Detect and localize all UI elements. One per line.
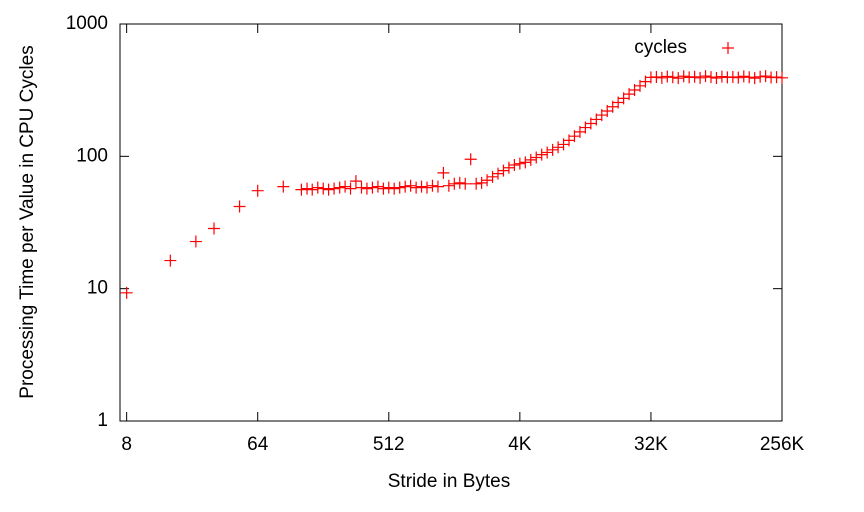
point [672, 72, 685, 85]
point [710, 71, 723, 84]
x-tick-label: 8 [121, 434, 132, 455]
point [421, 181, 434, 194]
point [748, 72, 761, 85]
point [366, 181, 379, 194]
x-tick-label: 64 [247, 434, 269, 455]
x-axis-title: Stride in Bytes [388, 471, 511, 492]
point [743, 71, 756, 84]
point [339, 180, 352, 193]
point [705, 71, 718, 84]
y-tick-label: 1 [97, 410, 108, 431]
point [770, 71, 783, 84]
point [388, 182, 401, 195]
point [189, 235, 202, 248]
point [481, 174, 494, 187]
point [754, 70, 767, 83]
x-tick-label: 256K [760, 434, 805, 455]
point [732, 71, 745, 84]
point [737, 70, 750, 83]
point [502, 161, 515, 174]
point [492, 167, 505, 180]
point [328, 182, 341, 195]
point [382, 181, 395, 194]
point [475, 176, 488, 189]
point [404, 179, 417, 192]
point [661, 70, 674, 83]
point [442, 179, 455, 192]
point [301, 182, 314, 195]
point [530, 151, 543, 164]
point [295, 183, 308, 196]
y-axis-title: Processing Time per Value in CPU Cycles [17, 45, 38, 398]
point [459, 177, 472, 190]
point [453, 176, 466, 189]
point [464, 153, 477, 166]
point [513, 157, 526, 170]
point [655, 71, 668, 84]
point [377, 182, 390, 195]
point [277, 180, 290, 193]
point [437, 166, 450, 179]
point [208, 222, 221, 235]
point [371, 180, 384, 193]
point [426, 179, 439, 192]
point [497, 164, 510, 177]
point [470, 177, 483, 190]
point [650, 70, 663, 83]
point [486, 170, 499, 183]
point [546, 143, 559, 156]
point [448, 177, 461, 190]
y-tick-label: 1000 [66, 13, 108, 34]
point [393, 181, 406, 194]
point [355, 181, 368, 194]
point [688, 70, 701, 83]
point [349, 175, 362, 188]
plot-frame [119, 23, 783, 422]
point [715, 70, 728, 83]
legend-label: cycles [634, 37, 687, 58]
point [699, 70, 712, 83]
point [344, 182, 357, 195]
point [322, 183, 335, 196]
x-tick-label: 32K [634, 434, 668, 455]
point [666, 71, 679, 84]
point [431, 180, 444, 193]
point [251, 184, 264, 197]
point [333, 181, 346, 194]
point [399, 180, 412, 193]
point [552, 141, 565, 154]
point [694, 71, 707, 84]
y-tick-label: 100 [76, 145, 108, 166]
x-tick-label: 512 [373, 434, 405, 455]
point [519, 156, 532, 169]
point [535, 148, 548, 161]
x-tick-label: 4K [508, 434, 532, 455]
point [233, 200, 246, 213]
point [541, 146, 554, 159]
point [415, 180, 428, 193]
point [360, 182, 373, 195]
point [776, 71, 788, 84]
point [120, 286, 133, 299]
point [759, 70, 772, 83]
point [311, 181, 324, 194]
point [317, 182, 330, 195]
point [508, 159, 521, 172]
legend-marker [722, 42, 734, 54]
point [164, 254, 177, 267]
point [524, 153, 537, 166]
point [306, 183, 319, 196]
y-tick-label: 10 [87, 278, 108, 299]
point [410, 181, 423, 194]
point [726, 70, 739, 83]
point [677, 70, 690, 83]
